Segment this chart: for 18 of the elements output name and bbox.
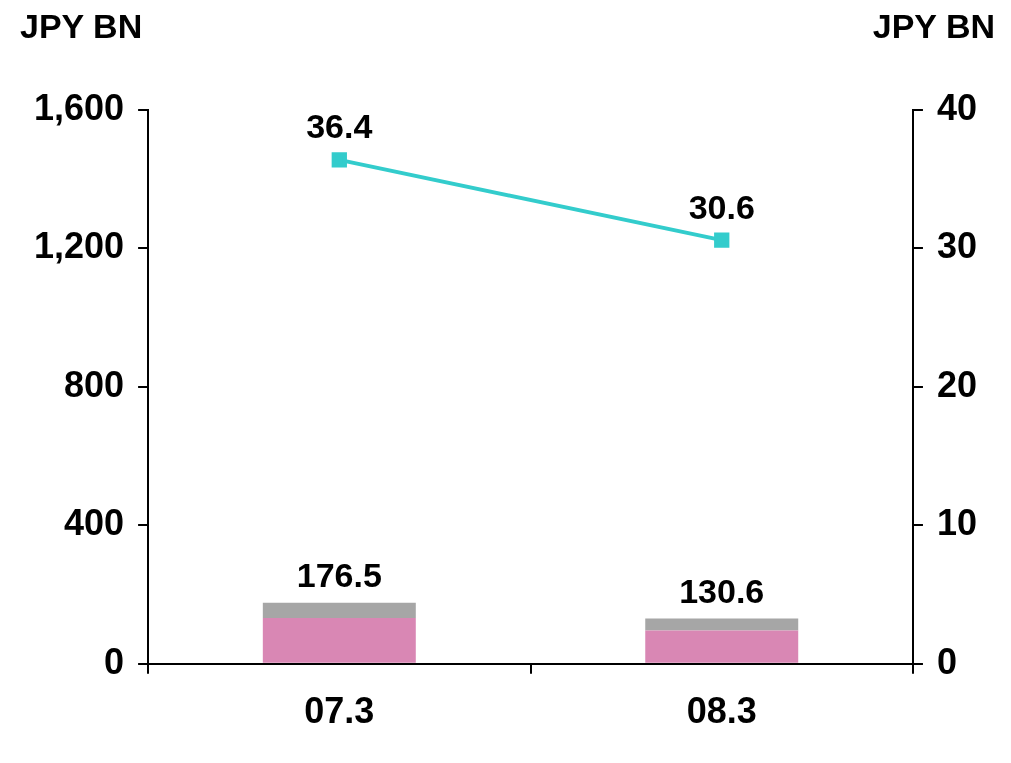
y2-tick-label: 20 [936, 363, 977, 405]
x-tick-label: 07.3 [304, 690, 375, 732]
y-tick-label: 1,200 [33, 225, 125, 267]
y-tick-label: 0 [104, 640, 125, 682]
y-tick-label: 1,600 [33, 86, 125, 128]
y2-tick-label: 30 [936, 225, 977, 267]
total-label: 130.6 [679, 571, 765, 610]
x-tick-label: 08.3 [686, 690, 757, 732]
y2-axis-title: JPY BN [872, 7, 995, 46]
y2-tick-label: 0 [936, 640, 957, 682]
y-tick-label: 400 [64, 502, 125, 544]
y-axis-title: JPY BN [20, 7, 143, 46]
data-label: 36.4 [306, 107, 373, 146]
y-tick-label: 800 [64, 363, 125, 405]
y2-tick-label: 10 [936, 502, 977, 544]
total-label: 176.5 [296, 556, 382, 595]
y2-tick-label: 40 [936, 86, 977, 128]
data-label: 30.6 [688, 187, 755, 226]
